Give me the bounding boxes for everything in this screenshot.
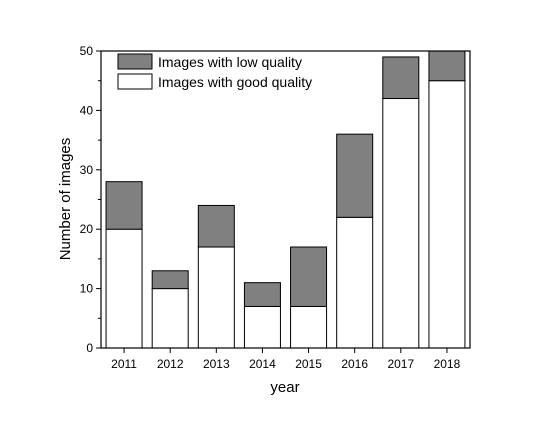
bars-layer: [105, 50, 466, 349]
legend: Images with low quality Images with good…: [117, 53, 312, 90]
bar-good-quality-2018: [428, 80, 466, 349]
x-tick-label-2013: 2013: [203, 357, 230, 371]
bar-good-quality-2017: [382, 98, 420, 349]
y-tick-label-20: 20: [80, 222, 94, 236]
y-tick-label-40: 40: [80, 103, 94, 117]
x-tick-label-2015: 2015: [295, 357, 322, 371]
x-axis-title: year: [270, 379, 299, 396]
bar-good-quality-2016: [336, 216, 374, 349]
y-axis-title: Number of images: [57, 138, 74, 261]
y-tick-label-30: 30: [80, 163, 94, 177]
legend-swatch-low-quality: [117, 53, 153, 70]
legend-label-low-quality: Images with low quality: [158, 54, 302, 70]
legend-swatch-good-quality: [117, 73, 153, 90]
y-tick-label-0: 0: [86, 341, 93, 355]
bar-low-quality-2013: [197, 204, 235, 248]
bar-good-quality-2011: [105, 228, 143, 349]
bar-low-quality-2015: [290, 246, 328, 307]
x-tick-label-2012: 2012: [157, 357, 184, 371]
x-tick-label-2017: 2017: [387, 357, 414, 371]
bar-low-quality-2011: [105, 181, 143, 230]
x-tick-label-2016: 2016: [341, 357, 368, 371]
x-tick-label-2011: 2011: [111, 357, 137, 371]
bar-good-quality-2012: [151, 288, 189, 349]
legend-label-good-quality: Images with good quality: [158, 74, 312, 90]
bar-good-quality-2014: [243, 305, 281, 349]
bar-low-quality-2017: [382, 56, 420, 100]
bar-low-quality-2012: [151, 270, 189, 290]
bar-low-quality-2018: [428, 50, 466, 82]
bar-good-quality-2015: [290, 305, 328, 349]
y-tick-label-50: 50: [80, 44, 94, 58]
x-tick-label-2018: 2018: [434, 357, 461, 371]
x-tick-label-2014: 2014: [249, 357, 276, 371]
bar-low-quality-2014: [243, 282, 281, 307]
bar-low-quality-2016: [336, 133, 374, 218]
y-tick-label-10: 10: [80, 282, 94, 296]
ticks-layer: 2011 2012 2013 2014 2015 2016 2017 2018 0 10 20 30 4…: [80, 44, 461, 371]
bar-good-quality-2013: [197, 246, 235, 349]
